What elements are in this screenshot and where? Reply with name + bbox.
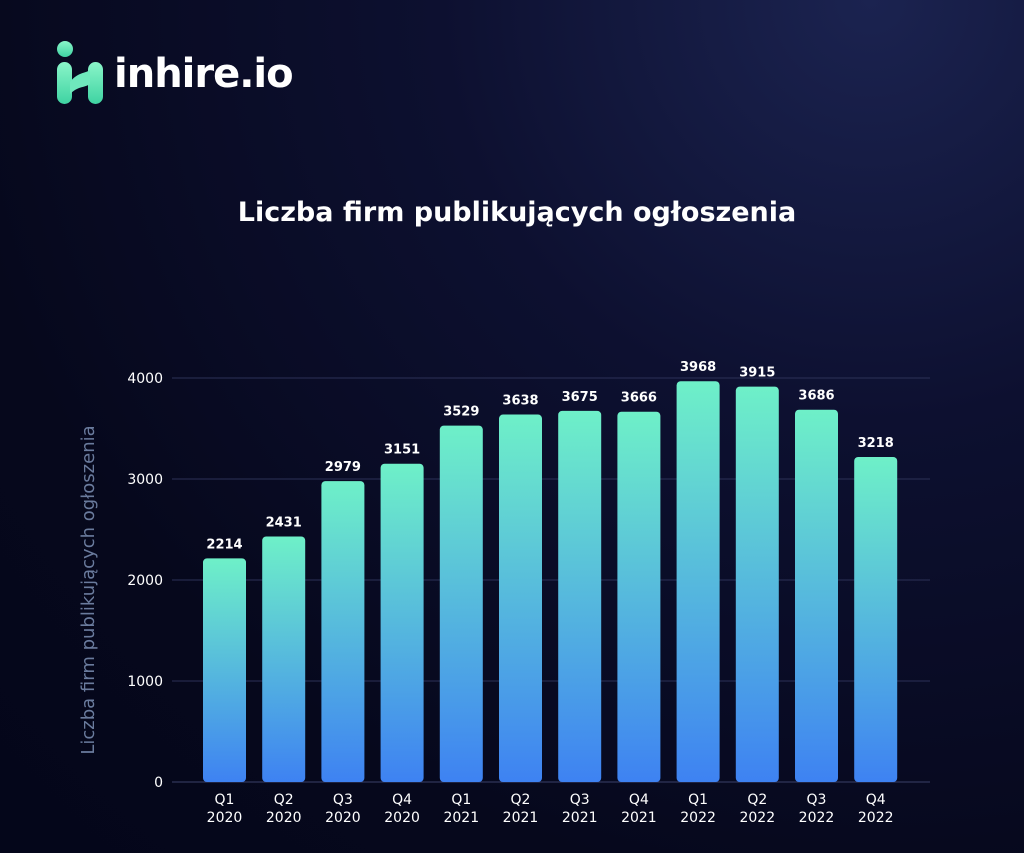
x-axis-labels: Q1 2020 Q2 2020 Q3 2020 Q4 2020 Q1 2021 Q2 2021 Q3 20… (207, 792, 894, 826)
bar (380, 463, 424, 782)
inhire-logo-icon (57, 41, 103, 104)
bar (676, 381, 720, 782)
bar-value-label: 3638 (502, 394, 538, 409)
x-tick-label: Q2 2020 (266, 792, 302, 826)
bar-value-label: 3529 (443, 405, 479, 420)
x-tick-label: Q2 2021 (503, 792, 539, 826)
y-tick-label: 3000 (127, 472, 163, 488)
bar-value-label: 3915 (739, 366, 775, 381)
y-tick-label: 0 (154, 775, 163, 791)
bar (735, 386, 779, 782)
y-tick-label: 4000 (127, 371, 163, 387)
x-tick-label: Q1 2020 (207, 792, 243, 826)
bar (558, 410, 602, 782)
x-tick-label: Q3 2022 (799, 792, 835, 826)
y-tick-label: 1000 (127, 674, 163, 690)
chart-title: Liczba firm publikujących ogłoszenia (237, 197, 797, 228)
bar (203, 558, 246, 782)
bar-value-label: 2214 (206, 537, 242, 552)
y-axis-ticks: 0 1000 2000 3000 4000 (127, 371, 163, 791)
inhire-logo: inhire.io (56, 40, 294, 110)
x-tick-label: Q1 2021 (443, 792, 479, 826)
bar-value-label: 3675 (562, 390, 598, 405)
x-tick-label: Q3 2020 (325, 792, 361, 826)
x-tick-label: Q1 2022 (680, 792, 716, 826)
bar-value-label: 3666 (621, 391, 657, 406)
x-tick-label: Q4 2022 (858, 792, 894, 826)
bar (617, 411, 661, 782)
x-tick-label: Q4 2020 (384, 792, 420, 826)
bar-value-label: 3218 (858, 436, 894, 451)
bar (262, 536, 306, 782)
bar-value-label: 3151 (384, 443, 420, 458)
bar (439, 425, 483, 782)
bar-value-label: 2431 (266, 515, 302, 530)
bars: 2214 2431 2979 3151 3529 3638 3675 3666 3968 3915… (203, 360, 898, 782)
y-tick-label: 2000 (127, 573, 163, 589)
x-tick-label: Q4 2021 (621, 792, 657, 826)
bar-value-label: 3968 (680, 360, 716, 375)
bar (795, 409, 838, 782)
x-tick-label: Q3 2021 (562, 792, 598, 826)
bar (854, 456, 898, 782)
bar (321, 481, 365, 782)
bar-value-label: 3686 (798, 389, 834, 404)
y-axis-title: Liczba firm publikujących ogłoszenia (78, 425, 99, 754)
x-tick-label: Q2 2022 (739, 792, 775, 826)
bar-value-label: 2979 (325, 460, 361, 475)
bar (499, 414, 542, 782)
brand-name: inhire.io (114, 51, 294, 97)
